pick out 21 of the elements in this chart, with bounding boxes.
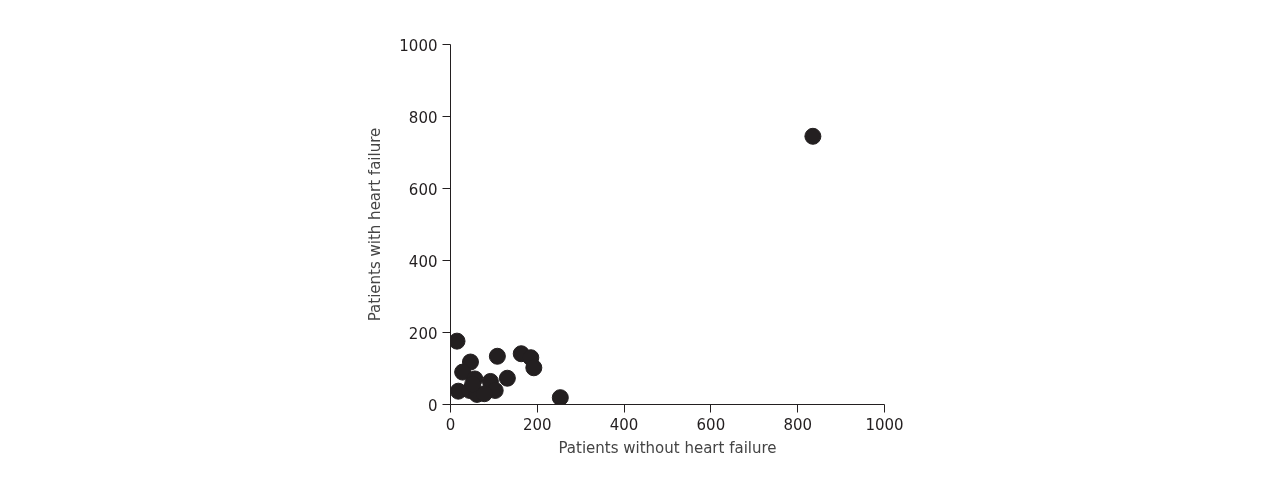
- y-tick-label: 200: [408, 324, 438, 343]
- point: [450, 332, 466, 350]
- point: [551, 389, 569, 405]
- x-tick-label: 1000: [865, 415, 904, 434]
- x-tick-label: 200: [522, 415, 552, 434]
- x-tick-label: 400: [609, 415, 639, 434]
- point: [498, 369, 516, 387]
- x-tick-label: 600: [696, 415, 726, 434]
- y-axis-title: Patients with heart failure: [366, 127, 385, 322]
- y-tick-label: 600: [408, 180, 438, 199]
- x-tick-label: 800: [783, 415, 813, 434]
- y-tick-label: 800: [408, 108, 438, 127]
- x-axis-title: Patients without heart failure: [558, 438, 777, 457]
- y-tick-label: 1000: [399, 36, 438, 55]
- point: [454, 363, 472, 381]
- point: [525, 359, 543, 377]
- point: [804, 127, 822, 145]
- x-tick-label: 0: [445, 415, 456, 434]
- point: [488, 347, 506, 365]
- y-tick-label: 0: [427, 396, 438, 415]
- y-tick-label: 400: [408, 252, 438, 271]
